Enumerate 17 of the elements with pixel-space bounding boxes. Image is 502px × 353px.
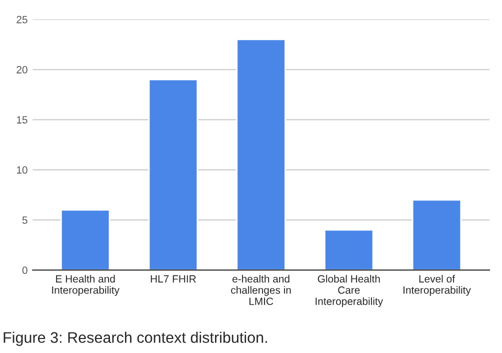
bar [412, 199, 462, 270]
y-tick-label: 25 [16, 16, 28, 24]
y-tick-label: 5 [22, 216, 28, 224]
bar [148, 78, 198, 270]
bar [236, 38, 286, 270]
x-tick-label: E Health and Interoperability [52, 274, 120, 296]
y-tick-label: 15 [16, 116, 28, 124]
caption: Figure 3: Research context distribution. [4, 332, 267, 346]
x-tick-label: Global Health Care Interoperability [316, 274, 384, 308]
y-tick-label: 10 [16, 166, 28, 174]
bar [60, 209, 110, 270]
x-tick-label: Level of Interoperability [404, 274, 471, 296]
x-tick-label: e-health and challenges in LMIC [231, 274, 291, 305]
y-tick-label: 0 [22, 266, 28, 274]
bar [324, 229, 374, 270]
y-tick-label: 20 [16, 66, 28, 74]
x-tick-label: HL7 FHIR [150, 275, 196, 282]
